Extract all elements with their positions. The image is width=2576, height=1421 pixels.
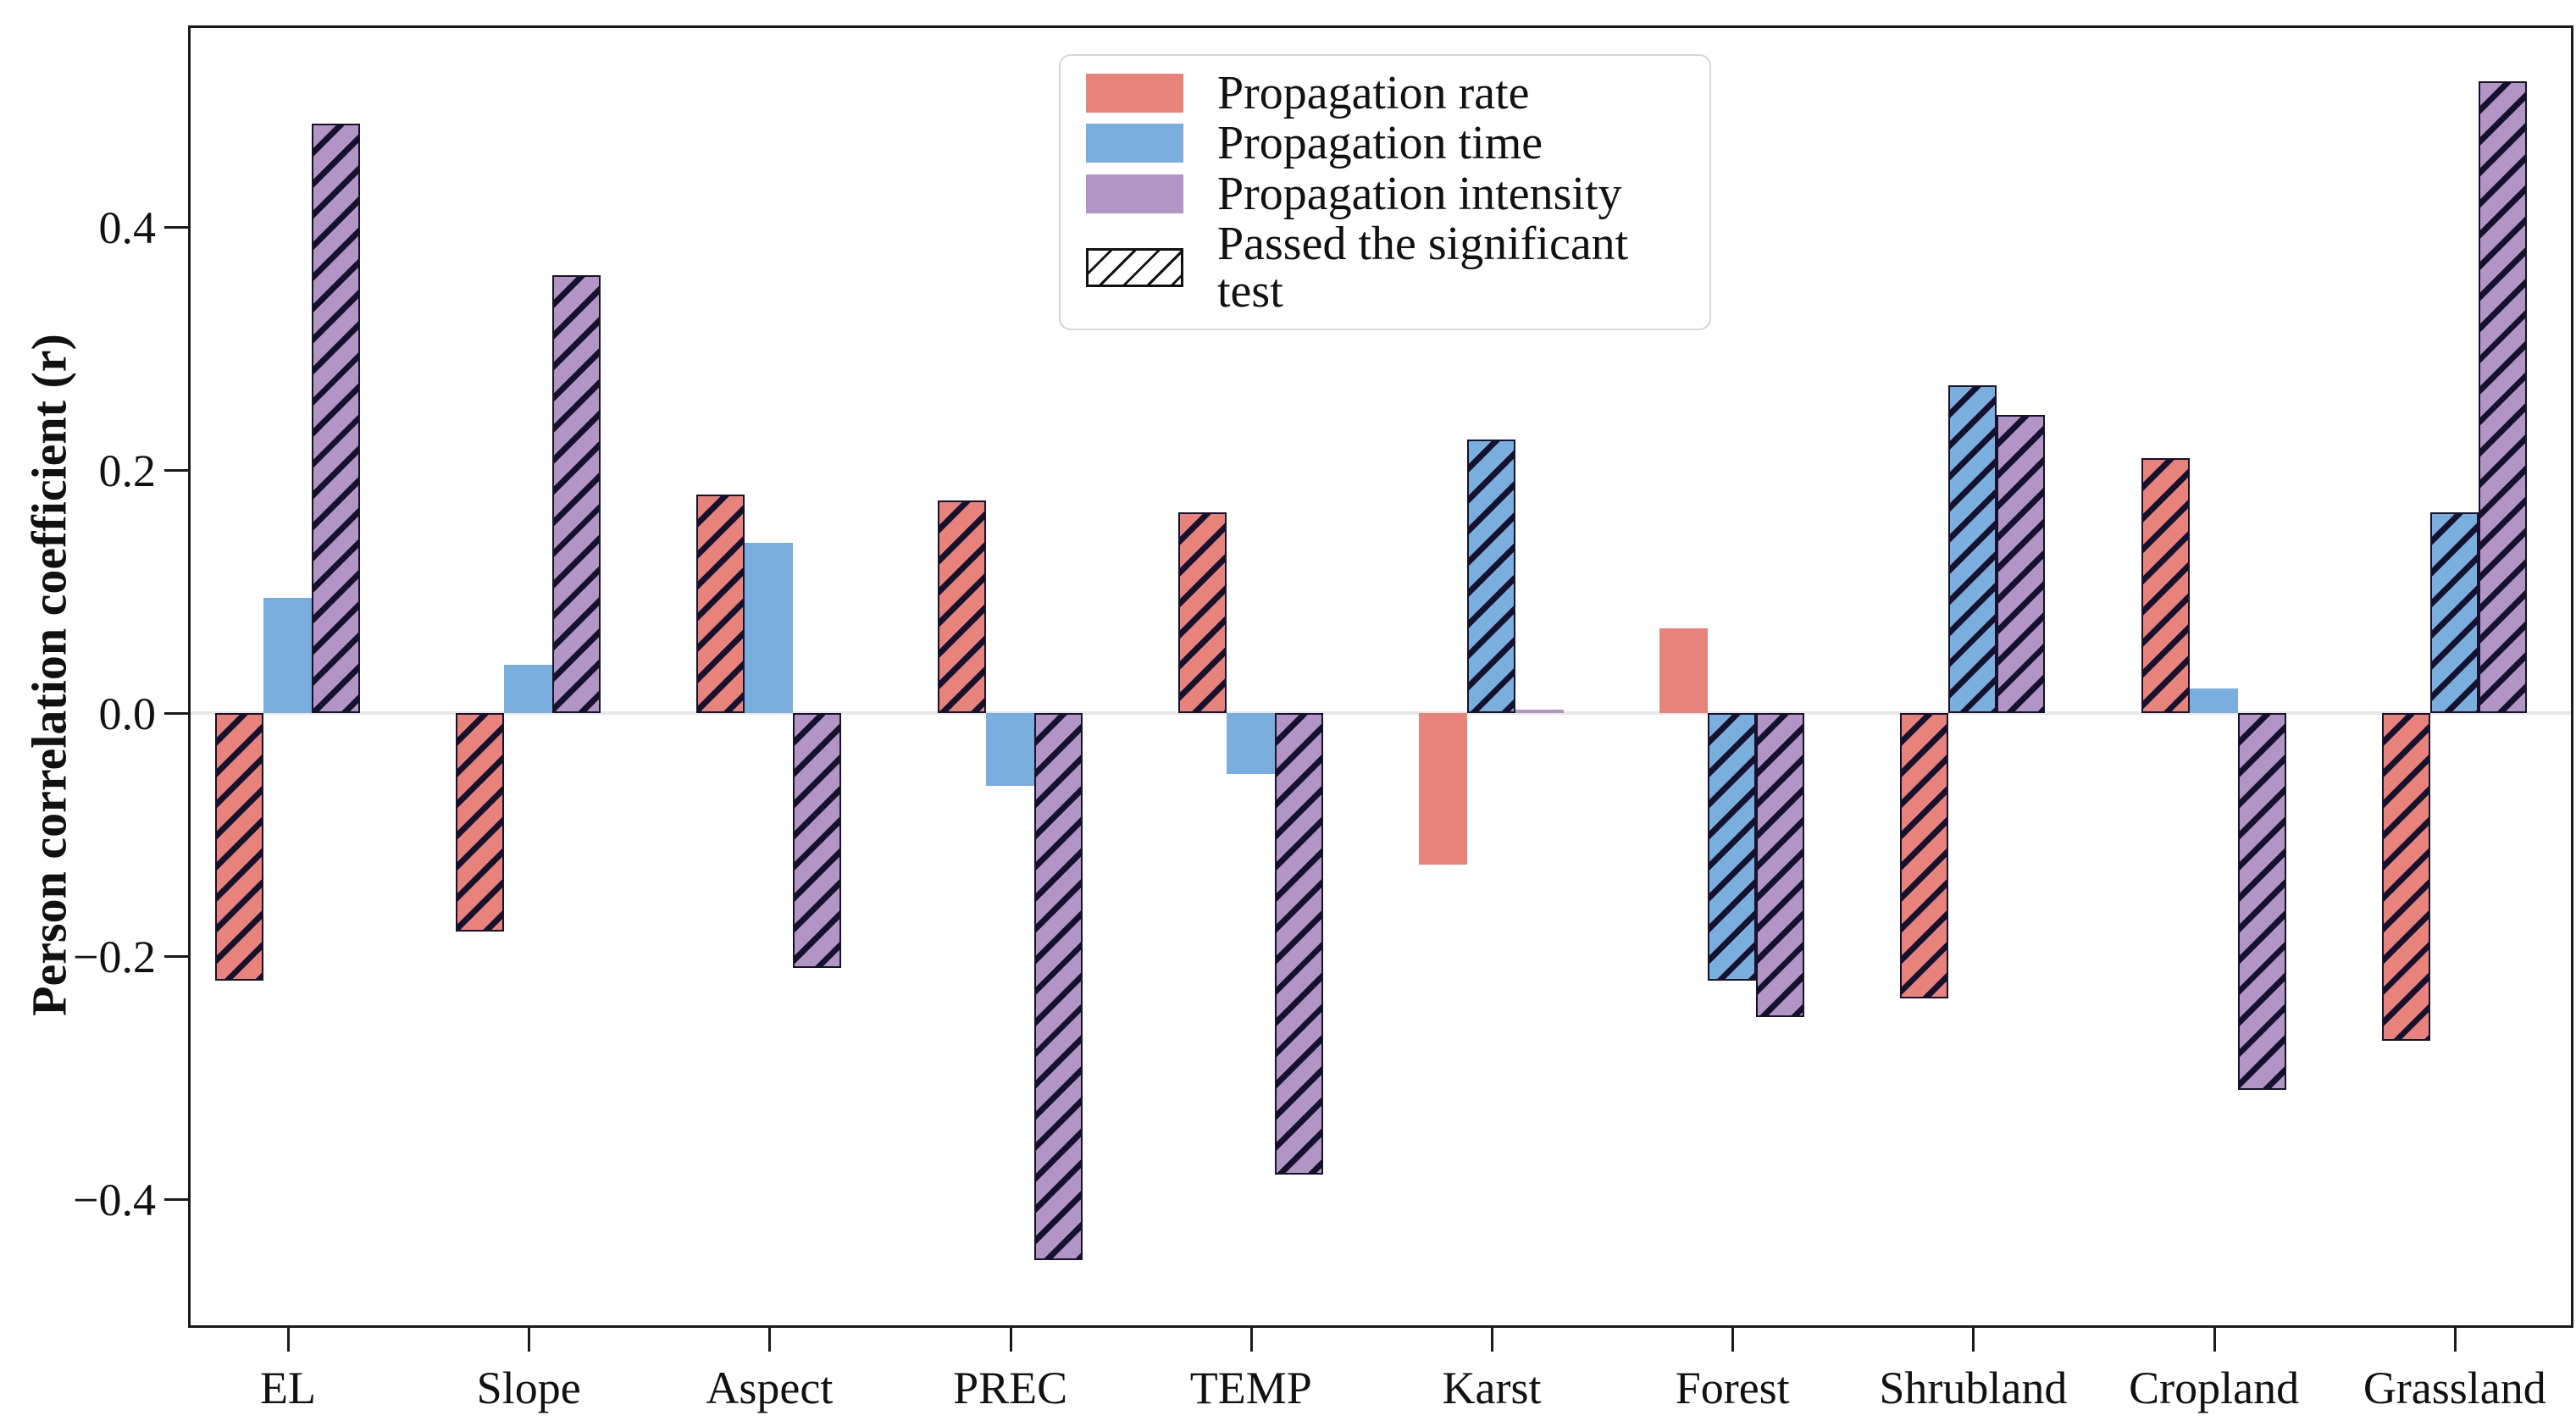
bar-intensity-grassland (2478, 80, 2527, 713)
x-tick-label-shrubland: Shrubland (1879, 1363, 2068, 1413)
x-tick-label-forest: Forest (1675, 1363, 1790, 1413)
bar-intensity-forest (1756, 713, 1805, 1017)
bar-intensity-prec (1033, 713, 1083, 1260)
zero-gridline (191, 711, 2571, 715)
legend-swatch-time (1086, 124, 1183, 163)
bar-time-cropland (2189, 688, 2238, 713)
y-tick-label: 0.0 (98, 688, 157, 739)
bar-rate-el (215, 713, 263, 981)
x-tick-label-prec: PREC (953, 1363, 1068, 1413)
x-tick-mark (528, 1328, 531, 1352)
legend-swatch-hatch-icon (1086, 248, 1183, 288)
bar-intensity-karst (1515, 709, 1564, 713)
x-tick-mark (287, 1328, 290, 1352)
y-tick-mark (164, 955, 188, 958)
legend-label: Passed the significant test (1217, 218, 1629, 318)
bar-rate-shrubland (1900, 713, 1949, 999)
bar-rate-temp (1177, 512, 1227, 713)
bar-rate-karst (1419, 713, 1467, 865)
bar-time-el (263, 597, 312, 713)
x-tick-mark (2453, 1328, 2457, 1352)
legend-item: Propagation rate (1086, 69, 1692, 117)
x-tick-label-slope: Slope (476, 1363, 581, 1413)
bar-rate-prec (937, 500, 986, 713)
bar-time-forest (1708, 713, 1757, 981)
y-tick-label: −0.4 (73, 1175, 156, 1225)
legend-label: Propagation rate (1217, 66, 1530, 119)
bar-intensity-shrubland (1997, 415, 2046, 713)
bar-rate-forest (1659, 628, 1709, 713)
bar-intensity-cropland (2237, 713, 2286, 1090)
x-tick-label-el: EL (260, 1363, 316, 1413)
y-tick-mark (164, 469, 188, 472)
x-tick-mark (1009, 1328, 1012, 1352)
bar-rate-grassland (2381, 713, 2430, 1042)
bar-intensity-el (312, 124, 360, 713)
bar-rate-cropland (2141, 457, 2190, 713)
x-tick-mark (1972, 1328, 1975, 1352)
x-tick-mark (1491, 1328, 1493, 1352)
y-tick-mark (164, 712, 188, 715)
bar-intensity-temp (1274, 713, 1323, 1175)
legend: Propagation rate Propagation time Propagat… (1059, 54, 1711, 330)
bar-rate-slope (456, 713, 505, 932)
x-tick-label-grassland: Grassland (2363, 1363, 2546, 1413)
bar-time-karst (1467, 440, 1515, 713)
bar-time-shrubland (1948, 384, 1997, 713)
x-tick-label-karst: Karst (1442, 1363, 1542, 1413)
legend-item: Propagation intensity (1086, 170, 1692, 218)
x-tick-mark (1731, 1328, 1735, 1352)
x-tick-label-cropland: Cropland (2129, 1363, 2300, 1413)
y-tick-label: −0.2 (73, 932, 156, 982)
legend-label: Propagation intensity (1217, 167, 1622, 220)
bar-intensity-slope (552, 275, 601, 713)
y-tick-label: 0.2 (98, 445, 157, 496)
bar-time-temp (1226, 713, 1275, 774)
bar-time-prec (985, 713, 1034, 787)
bar-rate-aspect (696, 494, 745, 713)
legend-item: Propagation time (1086, 119, 1692, 167)
x-tick-mark (1249, 1328, 1253, 1352)
y-tick-mark (164, 226, 188, 229)
bar-time-slope (504, 664, 553, 713)
bar-time-aspect (745, 543, 794, 713)
x-tick-label-temp: TEMP (1189, 1363, 1312, 1413)
legend-item: Passed the significant test (1086, 220, 1692, 315)
y-tick-mark (164, 1198, 188, 1201)
bar-time-grassland (2429, 512, 2479, 713)
legend-swatch-intensity (1086, 174, 1183, 213)
y-axis-title: Person correlation coefficient (r) (21, 334, 77, 1016)
legend-swatch-rate (1086, 73, 1183, 113)
x-tick-mark (768, 1328, 772, 1352)
x-tick-mark (2213, 1328, 2216, 1352)
bar-intensity-aspect (793, 713, 842, 969)
x-tick-label-aspect: Aspect (706, 1363, 834, 1413)
y-tick-label: 0.4 (98, 202, 157, 253)
legend-label: Propagation time (1217, 117, 1543, 170)
